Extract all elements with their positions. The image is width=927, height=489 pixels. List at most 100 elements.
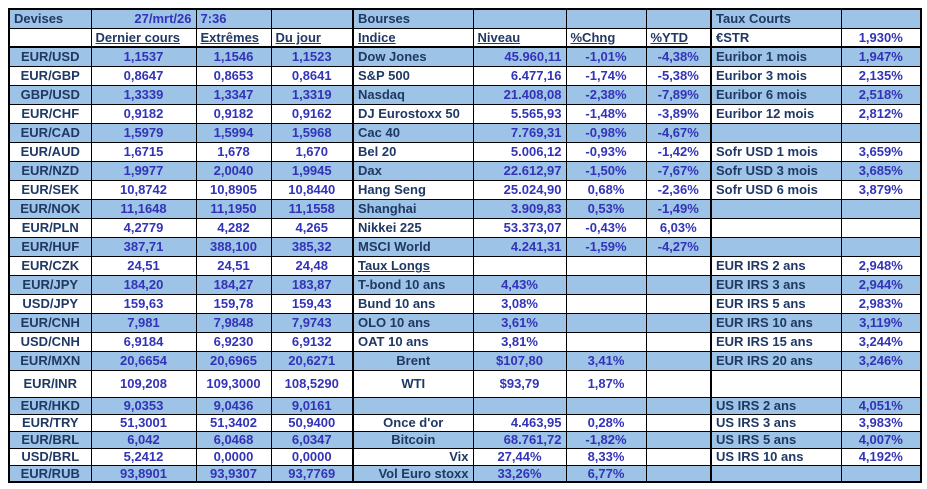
indice-cell: Bitcoin: [352, 430, 474, 449]
pct-ytd-cell: -3,89%: [645, 103, 712, 124]
empty-cell: [565, 293, 647, 314]
table-row: EUR/HUF 387,71 388,100 385,32 MSCI World 4.24…: [8, 236, 922, 257]
table-row: EUR/CHF 0,9182 0,9182 0,9162 DJ Eurostoxx 50…: [8, 103, 922, 124]
table-row: GBP/USD 1,3339 1,3347 1,3319 Nasdaq 21.408,08…: [8, 84, 922, 105]
extremes-cell: 24,51: [195, 255, 272, 276]
dernier-cours-cell: 1,6715: [90, 141, 197, 162]
taux-name-cell: Taux Courts: [710, 8, 842, 29]
niveau-cell: 4,43%: [472, 274, 567, 295]
table-row: EUR/CNH 7,981 7,9848 7,9743 OLO 10 ans 3,61% E…: [8, 312, 922, 333]
currency-pair-cell: EUR/NOK: [8, 198, 92, 219]
taux-name-cell: Euribor 3 mois: [710, 65, 842, 86]
taux-value-cell: 1,947%: [840, 46, 922, 67]
dernier-cours-cell: 159,63: [90, 293, 197, 314]
pct-chng-cell: 0,53%: [565, 198, 647, 219]
taux-value-cell: 2,518%: [840, 84, 922, 105]
empty-cell: [8, 27, 92, 48]
table-row: EUR/AUD 1,6715 1,678 1,670 Bel 20 5.006,12 -0,…: [8, 141, 922, 162]
taux-name-cell: US IRS 5 ans: [710, 430, 842, 449]
empty-cell: [645, 293, 712, 314]
extremes-cell: 1,678: [195, 141, 272, 162]
pct-chng-cell: %Chng: [565, 27, 647, 48]
extremes-cell: 2,0040: [195, 160, 272, 181]
currency-pair-cell: EUR/SEK: [8, 179, 92, 200]
pct-ytd-cell: -7,67%: [645, 160, 712, 181]
pct-chng-cell: 3,41%: [565, 350, 647, 371]
table-row: EUR/SEK 10,8742 10,8905 10,8440 Hang Seng 25.…: [8, 179, 922, 200]
pct-chng-cell: -1,82%: [565, 430, 647, 449]
currency-pair-cell: EUR/CAD: [8, 122, 92, 143]
dernier-cours-cell: 4,2779: [90, 217, 197, 238]
indice-cell: Cac 40: [352, 122, 474, 143]
empty-cell: [645, 274, 712, 295]
indice-cell: Dax: [352, 160, 474, 181]
extremes-cell: 388,100: [195, 236, 272, 257]
table-row: EUR/NZD 1,9977 2,0040 1,9945 Dax 22.612,97 -1,…: [8, 160, 922, 181]
dernier-cours-cell: 1,3339: [90, 84, 197, 105]
table-row: USD/CNH 6,9184 6,9230 6,9132 OAT 10 ans 3,81%…: [8, 331, 922, 352]
niveau-cell: 5.006,12: [472, 141, 567, 162]
du-jour-cell: 385,32: [270, 236, 354, 257]
indice-cell: Bund 10 ans: [352, 293, 474, 314]
pct-ytd-cell: -7,89%: [645, 84, 712, 105]
extremes-cell: 1,5994: [195, 122, 272, 143]
taux-name-cell: US IRS 2 ans: [710, 396, 842, 415]
niveau-cell: 21.408,08: [472, 84, 567, 105]
indice-cell: Brent: [352, 350, 474, 371]
indice-cell: Shanghai: [352, 198, 474, 219]
indice-cell: Taux Longs: [352, 255, 474, 276]
empty-cell: [565, 255, 647, 276]
du-jour-cell: 108,5290: [270, 369, 354, 398]
taux-value-cell: 2,812%: [840, 103, 922, 124]
pct-ytd-cell: -4,38%: [645, 46, 712, 67]
pct-ytd-cell: -4,67%: [645, 122, 712, 143]
indice-cell: OLO 10 ans: [352, 312, 474, 333]
niveau-cell: 27,44%: [472, 447, 567, 466]
indice-cell: Vol Euro stoxx: [352, 464, 474, 483]
pct-ytd-cell: -2,36%: [645, 179, 712, 200]
currency-pair-cell: Devises: [8, 8, 92, 29]
extremes-cell: 6,9230: [195, 331, 272, 352]
table-row: EUR/JPY 184,20 184,27 183,87 T-bond 10 ans 4,…: [8, 274, 922, 295]
extremes-cell: 10,8905: [195, 179, 272, 200]
taux-name-cell: EUR IRS 20 ans: [710, 350, 842, 371]
indice-cell: Nikkei 225: [352, 217, 474, 238]
empty-cell: [352, 396, 474, 415]
dernier-cours-cell: 387,71: [90, 236, 197, 257]
taux-value-cell: 4,007%: [840, 430, 922, 449]
extremes-cell: 20,6965: [195, 350, 272, 371]
extremes-cell: 7,9848: [195, 312, 272, 333]
taux-name-cell: Sofr USD 6 mois: [710, 179, 842, 200]
indice-cell: DJ Eurostoxx 50: [352, 103, 474, 124]
extremes-cell: 9,0436: [195, 396, 272, 415]
niveau-cell: 6.477,16: [472, 65, 567, 86]
currency-pair-cell: EUR/JPY: [8, 274, 92, 295]
extremes-cell: 0,0000: [195, 447, 272, 466]
du-jour-cell: 1,3319: [270, 84, 354, 105]
du-jour-cell: 159,43: [270, 293, 354, 314]
table-row: Dernier cours Extrêmes Du jour Indice Niveau…: [8, 27, 922, 48]
empty-cell: [710, 198, 842, 219]
pct-ytd-cell: -5,38%: [645, 65, 712, 86]
currency-pair-cell: EUR/MXN: [8, 350, 92, 371]
extremes-cell: 4,282: [195, 217, 272, 238]
taux-value-cell: 3,879%: [840, 179, 922, 200]
currency-pair-cell: EUR/AUD: [8, 141, 92, 162]
table-row: EUR/USD 1,1537 1,1546 1,1523 Dow Jones 45.960…: [8, 46, 922, 67]
niveau-cell: 3,61%: [472, 312, 567, 333]
taux-name-cell: Euribor 6 mois: [710, 84, 842, 105]
indice-cell: T-bond 10 ans: [352, 274, 474, 295]
empty-cell: [645, 464, 712, 483]
taux-name-cell: Sofr USD 1 mois: [710, 141, 842, 162]
dernier-cours-cell: 27/mrt/26: [90, 8, 197, 29]
pct-chng-cell: -2,38%: [565, 84, 647, 105]
extremes-cell: Extrêmes: [195, 27, 272, 48]
empty-cell: [645, 350, 712, 371]
niveau-cell: 3,81%: [472, 331, 567, 352]
taux-value-cell: 2,944%: [840, 274, 922, 295]
table-row: EUR/CZK 24,51 24,51 24,48 Taux Longs EUR IRS …: [8, 255, 922, 276]
table-row: EUR/TRY 51,3001 51,3402 50,9400 Once d'or 4.4…: [8, 413, 922, 432]
empty-cell: [645, 369, 712, 398]
empty-cell: [645, 312, 712, 333]
taux-value-cell: 3,685%: [840, 160, 922, 181]
